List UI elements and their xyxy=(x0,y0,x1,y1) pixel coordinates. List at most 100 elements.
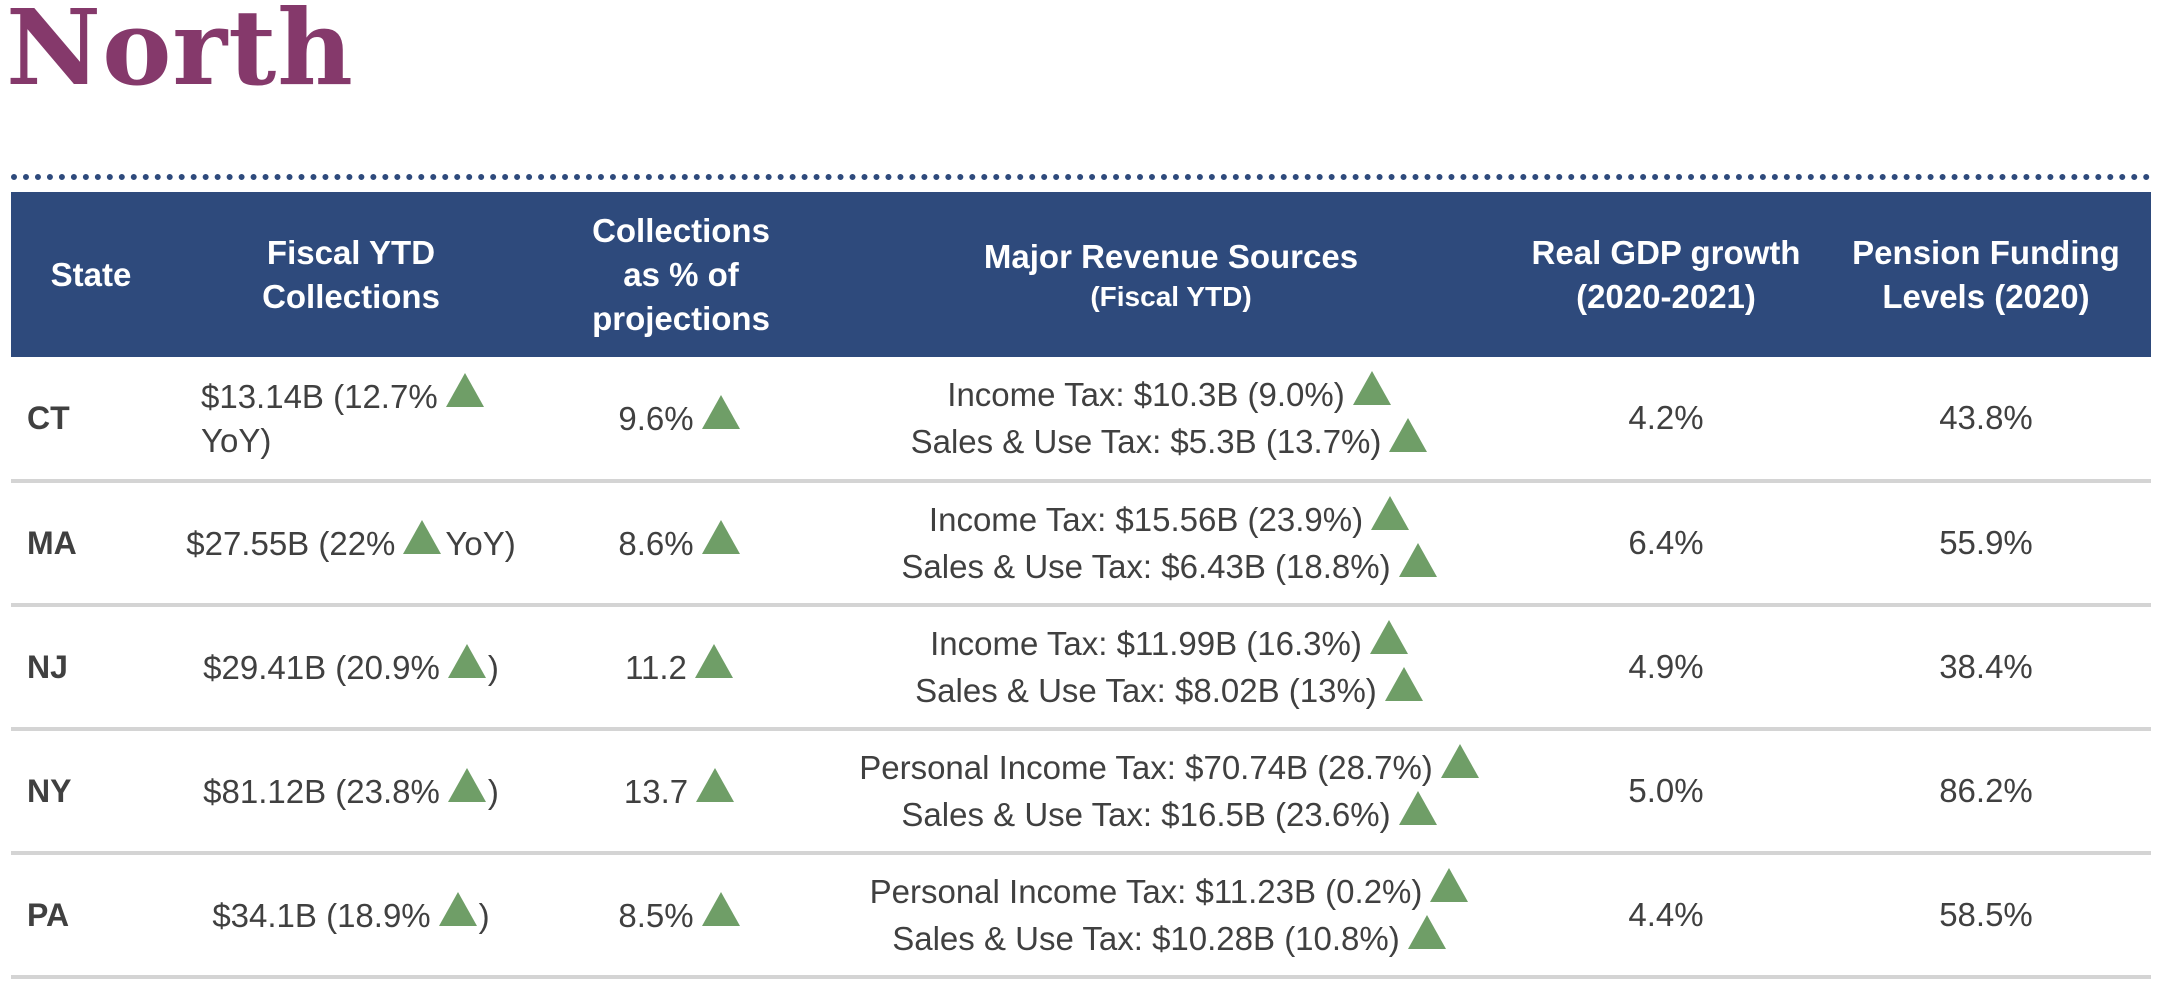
pension-cell: 58.5% xyxy=(1939,896,2033,933)
fiscal-ytd-value: $27.55B (22% xyxy=(186,524,396,562)
major-revenue-cell: Personal Income Tax: $70.74B (28.7%) Sal… xyxy=(831,729,1511,853)
header-real-gdp-line2: (2020-2021) xyxy=(1576,277,1756,315)
revenue-sales-tax: Sales & Use Tax: $5.3B (13.7%) xyxy=(910,423,1382,460)
up-triangle-icon xyxy=(696,767,735,802)
fiscal-ytd-value: $34.1B (18.9% xyxy=(212,896,431,934)
page-title: North xyxy=(6,0,354,109)
state-cell: NY xyxy=(27,773,72,809)
collections-pct-cell: 11.2 xyxy=(531,605,831,729)
up-triangle-icon xyxy=(447,767,486,802)
fiscal-ytd-cell: $27.55B (22% YoY) xyxy=(171,481,531,605)
up-triangle-icon xyxy=(438,891,477,926)
up-triangle-icon xyxy=(445,373,484,407)
up-triangle-icon xyxy=(1369,620,1408,654)
collections-pct-value: 8.6% xyxy=(618,524,694,562)
gdp-cell: 4.2% xyxy=(1628,399,1704,436)
up-triangle-icon xyxy=(403,519,442,554)
header-collections-pct-line1: Collections xyxy=(592,211,770,249)
collections-pct-value: 9.6% xyxy=(618,399,694,437)
revenue-line-2: Sales & Use Tax: $8.02B (13%) xyxy=(837,667,1505,714)
header-pension-line2: Levels (2020) xyxy=(1882,277,2090,315)
collections-pct-cell: 8.6% xyxy=(531,481,831,605)
pension-cell: 86.2% xyxy=(1939,772,2033,809)
header-collections-pct: Collections as % of projections xyxy=(531,192,831,357)
table-header-row: State Fiscal YTD Collections Collections… xyxy=(11,192,2151,357)
up-triangle-icon xyxy=(1440,744,1479,778)
fiscal-ytd-cell: $81.12B (23.8%) xyxy=(171,729,531,853)
fiscal-ytd-value: $29.41B (20.9% xyxy=(203,648,440,686)
revenue-line-2: Sales & Use Tax: $6.43B (18.8%) xyxy=(837,543,1505,590)
header-pension: Pension Funding Levels (2020) xyxy=(1821,192,2151,357)
header-real-gdp: Real GDP growth (2020-2021) xyxy=(1511,192,1821,357)
up-triangle-icon xyxy=(1352,371,1391,405)
header-major-revenue: Major Revenue Sources (Fiscal YTD) xyxy=(831,192,1511,357)
up-triangle-icon xyxy=(1398,791,1437,825)
revenue-line-2: Sales & Use Tax: $5.3B (13.7%) xyxy=(837,418,1505,465)
fiscal-ytd-cell: $29.41B (20.9%) xyxy=(171,605,531,729)
fiscal-ytd-suffix: ) xyxy=(478,896,490,934)
revenue-sales-tax: Sales & Use Tax: $8.02B (13%) xyxy=(915,672,1377,709)
state-cell: MA xyxy=(27,525,77,561)
up-triangle-icon xyxy=(701,394,740,429)
revenue-line-1: Income Tax: $15.56B (23.9%) xyxy=(837,496,1505,543)
revenue-line-1: Personal Income Tax: $11.23B (0.2%) xyxy=(837,868,1505,915)
up-triangle-icon xyxy=(701,519,740,554)
fiscal-ytd-cell: $34.1B (18.9%) xyxy=(171,853,531,977)
state-cell: PA xyxy=(27,897,70,933)
header-major-revenue-main: Major Revenue Sources xyxy=(983,237,1359,275)
header-fiscal-ytd-line2: Collections xyxy=(262,277,440,315)
revenue-line-1: Income Tax: $10.3B (9.0%) xyxy=(837,371,1505,418)
revenue-sales-tax: Sales & Use Tax: $10.28B (10.8%) xyxy=(892,920,1400,957)
fiscal-ytd-suffix: YoY) xyxy=(201,422,272,459)
fiscal-ytd-value: $81.12B (23.8% xyxy=(203,772,440,810)
fiscal-ytd-value: $13.14B (12.7% xyxy=(201,378,438,415)
pension-cell: 38.4% xyxy=(1939,648,2033,685)
major-revenue-cell: Income Tax: $15.56B (23.9%) Sales & Use … xyxy=(831,481,1511,605)
major-revenue-cell: Income Tax: $10.3B (9.0%) Sales & Use Ta… xyxy=(831,357,1511,481)
fiscal-ytd-suffix: ) xyxy=(487,648,499,686)
dotted-divider xyxy=(11,174,2151,180)
table-row: PA $34.1B (18.9%) 8.5% Personal Income T… xyxy=(11,853,2151,977)
collections-pct-cell: 13.7 xyxy=(531,729,831,853)
header-major-revenue-sub: (Fiscal YTD) xyxy=(1090,280,1252,312)
collections-pct-value: 13.7 xyxy=(623,772,689,810)
up-triangle-icon xyxy=(1371,496,1410,530)
revenue-sales-tax: Sales & Use Tax: $16.5B (23.6%) xyxy=(901,796,1391,833)
collections-pct-cell: 8.5% xyxy=(531,853,831,977)
header-state: State xyxy=(11,192,171,357)
state-cell: NJ xyxy=(27,649,68,685)
revenue-income-tax: Personal Income Tax: $70.74B (28.7%) xyxy=(859,749,1433,786)
header-pension-line1: Pension Funding xyxy=(1852,233,2120,271)
revenue-line-1: Income Tax: $11.99B (16.3%) xyxy=(837,620,1505,667)
up-triangle-icon xyxy=(1384,667,1423,701)
revenue-line-2: Sales & Use Tax: $16.5B (23.6%) xyxy=(837,791,1505,838)
fiscal-ytd-suffix: ) xyxy=(487,772,499,810)
revenue-line-2: Sales & Use Tax: $10.28B (10.8%) xyxy=(837,915,1505,962)
table-row: NJ $29.41B (20.9%) 11.2 Income Tax: $11.… xyxy=(11,605,2151,729)
fiscal-ytd-suffix: YoY) xyxy=(445,524,516,562)
revenue-income-tax: Income Tax: $15.56B (23.9%) xyxy=(928,501,1364,538)
gdp-cell: 6.4% xyxy=(1628,524,1704,561)
collections-pct-cell: 9.6% xyxy=(531,357,831,481)
gdp-cell: 4.9% xyxy=(1628,648,1704,685)
revenue-line-1: Personal Income Tax: $70.74B (28.7%) xyxy=(837,744,1505,791)
header-fiscal-ytd-line1: Fiscal YTD xyxy=(266,233,436,271)
table-row: MA $27.55B (22% YoY) 8.6% Income Tax: $15… xyxy=(11,481,2151,605)
header-state-label: State xyxy=(50,255,132,293)
header-collections-pct-line2: as % of xyxy=(623,255,739,293)
gdp-cell: 4.4% xyxy=(1628,896,1704,933)
up-triangle-icon xyxy=(1430,868,1469,902)
header-fiscal-ytd: Fiscal YTD Collections xyxy=(171,192,531,357)
revenue-income-tax: Personal Income Tax: $11.23B (0.2%) xyxy=(869,873,1423,910)
major-revenue-cell: Personal Income Tax: $11.23B (0.2%) Sale… xyxy=(831,853,1511,977)
header-real-gdp-line1: Real GDP growth xyxy=(1531,233,1801,271)
revenue-income-tax: Income Tax: $10.3B (9.0%) xyxy=(947,376,1345,413)
revenue-sales-tax: Sales & Use Tax: $6.43B (18.8%) xyxy=(901,548,1391,585)
up-triangle-icon xyxy=(447,643,486,678)
fiscal-ytd-cell: $13.14B (12.7% YoY) xyxy=(171,357,531,481)
table-row: CT $13.14B (12.7% YoY) 9.6% Income Tax: … xyxy=(11,357,2151,481)
header-collections-pct-line3: projections xyxy=(592,299,770,337)
collections-pct-value: 11.2 xyxy=(625,648,687,686)
up-triangle-icon xyxy=(1389,418,1428,452)
table-row: NY $81.12B (23.8%) 13.7 Personal Income … xyxy=(11,729,2151,853)
